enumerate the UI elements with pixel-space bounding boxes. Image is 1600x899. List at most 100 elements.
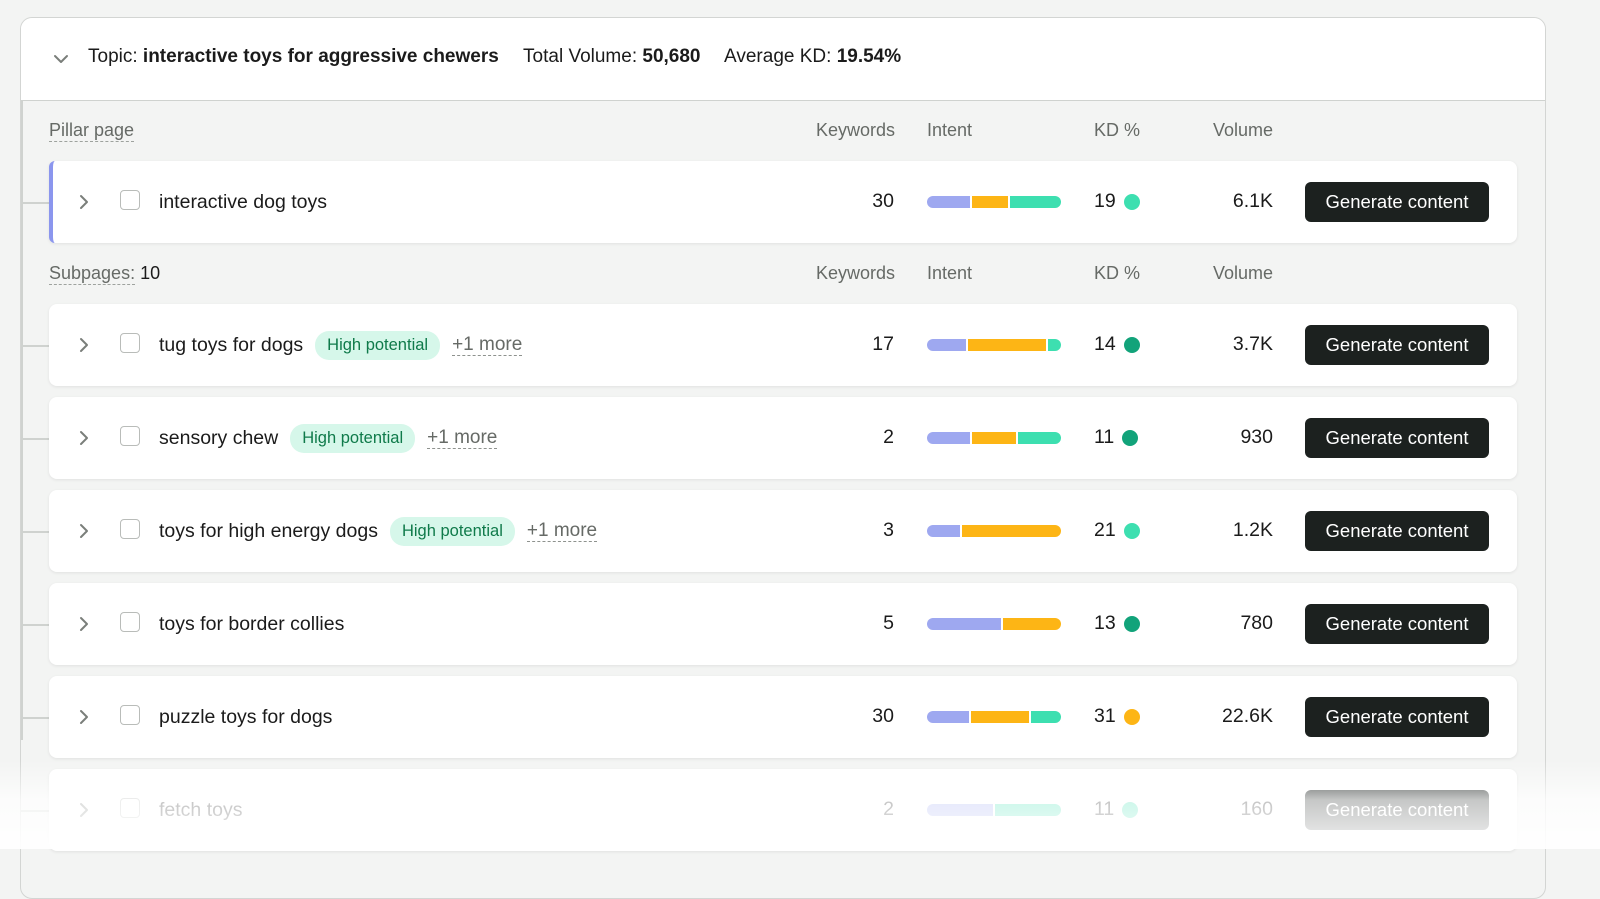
subpage-keyword: sensory chew bbox=[159, 426, 279, 449]
high-potential-badge: High potential bbox=[315, 330, 441, 360]
high-potential-badge: High potential bbox=[290, 423, 416, 453]
kd-dot bbox=[1122, 429, 1139, 446]
average-kd-label: Average KD: bbox=[724, 46, 832, 67]
chevron-right-icon[interactable] bbox=[75, 192, 93, 212]
pillar-row[interactable]: interactive dog toys 30 19 6.1K Generate… bbox=[49, 161, 1517, 243]
chevron-right-icon[interactable] bbox=[75, 707, 93, 727]
row-checkbox[interactable] bbox=[120, 426, 140, 446]
intent-segment bbox=[927, 804, 993, 816]
pillar-keyword: interactive dog toys bbox=[159, 190, 328, 213]
kd-dot bbox=[1123, 708, 1140, 725]
volume-header: Volume bbox=[1212, 263, 1273, 283]
volume-value: 6.1K bbox=[1232, 190, 1273, 212]
kd-value: 19 bbox=[1094, 190, 1116, 212]
intent-segment bbox=[995, 804, 1061, 816]
keywords-header: Keywords bbox=[815, 120, 895, 140]
volume-value: 22.6K bbox=[1222, 705, 1273, 727]
row-checkbox[interactable] bbox=[120, 333, 140, 353]
keywords-count: 2 bbox=[883, 426, 894, 448]
total-volume-value: 50,680 bbox=[642, 46, 701, 67]
tree-branch bbox=[21, 810, 49, 812]
keywords-count: 30 bbox=[872, 190, 894, 212]
high-potential-badge: High potential bbox=[389, 516, 515, 546]
row-checkbox[interactable] bbox=[120, 798, 140, 818]
intent-segment bbox=[927, 196, 970, 208]
intent-segment bbox=[927, 525, 960, 537]
kd-value: 21 bbox=[1094, 519, 1116, 541]
topic-label: Topic: bbox=[88, 46, 138, 67]
kd-cell: 31 bbox=[1094, 705, 1140, 728]
more-tags-link[interactable]: +1 more bbox=[427, 426, 498, 449]
subpage-row[interactable]: toys for border collies 5 13 780 Generate co… bbox=[49, 583, 1517, 665]
kd-dot bbox=[1122, 801, 1139, 818]
subpage-row[interactable]: sensory chew High potential +1 more 2 11 930 G… bbox=[49, 397, 1517, 479]
total-volume-label: Total Volume: bbox=[523, 46, 638, 67]
tree-branch bbox=[21, 624, 49, 626]
intent-bar bbox=[927, 618, 1061, 630]
generate-content-button[interactable]: Generate content bbox=[1305, 418, 1489, 458]
row-checkbox[interactable] bbox=[120, 519, 140, 539]
row-checkbox[interactable] bbox=[120, 190, 140, 210]
subpage-keyword: puzzle toys for dogs bbox=[159, 705, 333, 728]
kd-value: 14 bbox=[1094, 333, 1116, 355]
generate-content-button[interactable]: Generate content bbox=[1305, 325, 1489, 365]
topic-header[interactable]: Topic: interactive toys for aggressive c… bbox=[21, 18, 1545, 101]
generate-content-button[interactable]: Generate content bbox=[1305, 511, 1489, 551]
generate-content-button[interactable]: Generate content bbox=[1305, 697, 1489, 737]
topic-name: interactive toys for aggressive chewers bbox=[142, 46, 499, 67]
subpage-row[interactable]: tug toys for dogs High potential +1 more 17… bbox=[49, 304, 1517, 386]
chevron-right-icon[interactable] bbox=[75, 800, 93, 820]
generate-content-button[interactable]: Generate content bbox=[1305, 790, 1489, 830]
subpages-label[interactable]: Subpages: bbox=[49, 263, 136, 285]
chevron-down-icon[interactable] bbox=[51, 49, 71, 69]
intent-bar bbox=[927, 196, 1061, 208]
intent-segment bbox=[927, 711, 969, 723]
tree-branch bbox=[21, 438, 49, 440]
intent-segment bbox=[927, 432, 970, 444]
volume-header: Volume bbox=[1212, 120, 1273, 140]
kd-value: 31 bbox=[1094, 705, 1116, 727]
average-kd-value: 19.54% bbox=[836, 46, 902, 67]
tree-branch bbox=[21, 345, 49, 347]
intent-segment bbox=[1010, 196, 1061, 208]
intent-segment bbox=[972, 196, 1008, 208]
generate-content-button[interactable]: Generate content bbox=[1305, 604, 1489, 644]
topic-card: Topic: interactive toys for aggressive c… bbox=[20, 17, 1546, 899]
intent-bar bbox=[927, 711, 1061, 723]
kd-dot bbox=[1123, 522, 1140, 539]
kd-cell: 14 bbox=[1094, 333, 1140, 356]
tree-branch bbox=[21, 202, 49, 204]
pillar-page-label[interactable]: Pillar page bbox=[49, 120, 135, 142]
subpage-row[interactable]: puzzle toys for dogs 30 31 22.6K Generate co… bbox=[49, 676, 1517, 758]
intent-header: Intent bbox=[927, 120, 973, 140]
more-tags-link[interactable]: +1 more bbox=[526, 519, 598, 542]
subpage-row[interactable]: fetch toys 2 11 160 Generate content bbox=[49, 769, 1517, 851]
keywords-count: 3 bbox=[883, 519, 894, 541]
intent-bar bbox=[927, 432, 1061, 444]
intent-bar bbox=[927, 804, 1061, 816]
chevron-right-icon[interactable] bbox=[75, 521, 93, 541]
subpage-keyword: fetch toys bbox=[159, 798, 243, 821]
intent-bar bbox=[927, 525, 1061, 537]
chevron-right-icon[interactable] bbox=[75, 335, 93, 355]
chevron-right-icon[interactable] bbox=[75, 614, 93, 634]
subpage-row[interactable]: toys for high energy dogs High potential +… bbox=[49, 490, 1517, 572]
more-tags-link[interactable]: +1 more bbox=[452, 333, 523, 356]
intent-segment bbox=[1031, 711, 1061, 723]
chevron-right-icon[interactable] bbox=[75, 428, 93, 448]
intent-segment bbox=[1003, 618, 1061, 630]
kd-value: 13 bbox=[1094, 612, 1116, 634]
intent-segment bbox=[962, 525, 1061, 537]
kd-cell: 11 bbox=[1094, 798, 1139, 821]
row-checkbox[interactable] bbox=[120, 705, 140, 725]
row-checkbox[interactable] bbox=[120, 612, 140, 632]
subpage-keyword: tug toys for dogs bbox=[159, 333, 304, 356]
subpages-column-header: Subpages: 10 Keywords Intent KD % Volume bbox=[21, 263, 1545, 293]
generate-content-button[interactable]: Generate content bbox=[1305, 182, 1489, 222]
kd-cell: 19 bbox=[1094, 190, 1140, 213]
keywords-count: 30 bbox=[872, 705, 894, 727]
volume-value: 3.7K bbox=[1232, 333, 1273, 355]
tree-branch bbox=[21, 531, 49, 533]
intent-bar bbox=[927, 339, 1061, 351]
kd-cell: 21 bbox=[1094, 519, 1140, 542]
